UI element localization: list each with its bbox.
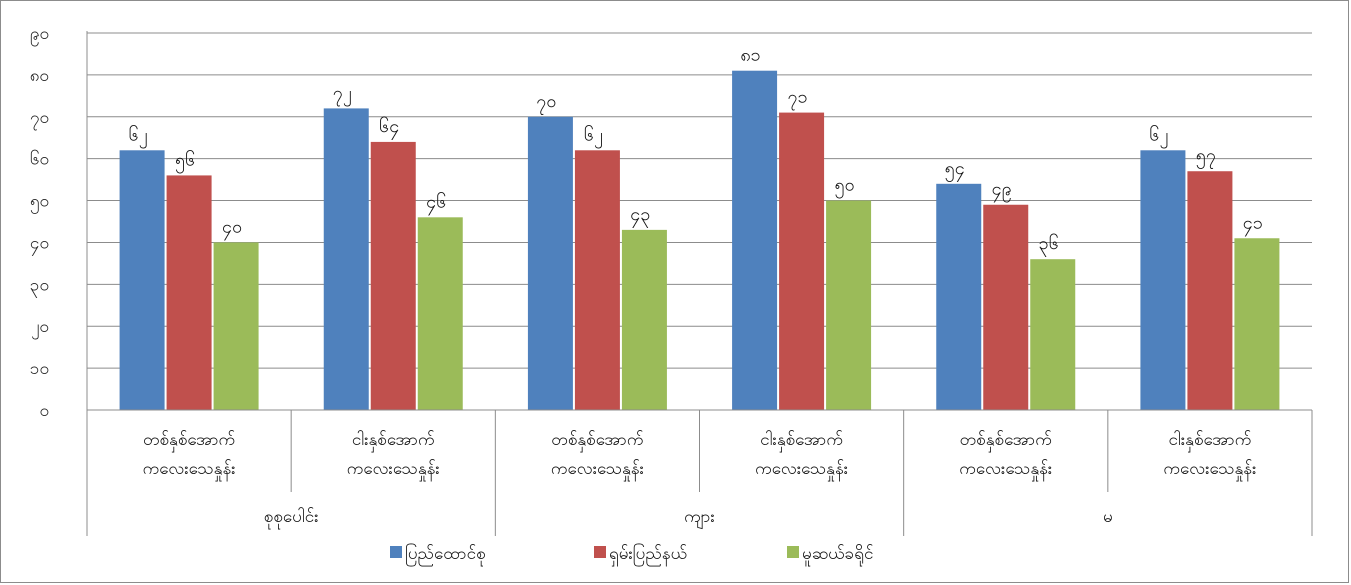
bar: [574, 150, 620, 411]
category-label: တစ်နှစ်အောက်: [551, 430, 643, 453]
y-tick-label: ၄၀: [30, 233, 49, 256]
y-tick-label: ၀: [39, 401, 49, 421]
category-label: ကလေးသေနှုန်း: [551, 459, 644, 482]
data-label: ၇၂: [333, 82, 352, 106]
bar: [1234, 238, 1280, 410]
y-tick-label: ၆၀: [30, 149, 49, 170]
legend-label: မူဆယ်ခရိုင်: [802, 544, 873, 567]
bar: [983, 204, 1029, 410]
y-tick-label: ၅၀: [30, 192, 49, 215]
bar: [213, 242, 259, 410]
y-tick-label: ၈၀: [30, 66, 49, 86]
bar: [370, 141, 416, 410]
data-label: ၅၄: [945, 158, 965, 182]
bar: [1187, 171, 1233, 410]
category-label: ကလေးသေနှုန်း: [1163, 459, 1256, 482]
legend-label: ရှမ်းပြည်နယ်: [609, 542, 687, 567]
y-tick-label: ၉၀: [30, 24, 49, 47]
legend-swatch: [390, 546, 402, 558]
grid: [87, 32, 1312, 369]
data-label: ၄၀: [222, 216, 242, 240]
y-tick-label: ၇၀: [30, 108, 49, 131]
data-label: ၃၆: [1039, 233, 1059, 257]
bar: [323, 108, 369, 411]
category-label: ကလေးသေနှုန်း: [347, 459, 440, 482]
category-label: ကလေးသေနှုန်း: [755, 459, 848, 482]
data-label: ၅၆: [175, 149, 195, 173]
bar: [1140, 150, 1186, 411]
data-label: ၄၃: [630, 204, 650, 228]
bar: [417, 217, 463, 410]
data-label: ၈၁: [740, 45, 760, 66]
data-label: ၇၁: [787, 87, 807, 111]
category-label: ငါးနှစ်အောက်: [1169, 429, 1252, 453]
data-label: ၆၂: [584, 124, 603, 148]
legend: ပြည်ထောင်စု ရှမ်းပြည်နယ် မူဆယ်ခရိုင်: [390, 542, 873, 567]
y-tick-label: ၂၀: [31, 317, 49, 340]
bars: [119, 70, 1280, 411]
bar: [621, 229, 667, 410]
category-label: ငါးနှစ်အောက်: [352, 429, 435, 453]
data-label: ၆၄: [379, 116, 399, 140]
data-label: ၅၇: [1196, 145, 1216, 169]
category-label: ကလေးသေနှုန်း: [959, 459, 1052, 482]
bar: [936, 183, 982, 410]
category-label: ကလေးသေနှုန်း: [143, 459, 236, 482]
legend-swatch: [787, 546, 799, 558]
y-tick-label: ၁၀: [30, 359, 49, 379]
group-label: စုစုပေါင်း: [264, 506, 319, 530]
data-label: ၇၀: [536, 91, 556, 115]
bar: [826, 200, 872, 410]
bar: [779, 112, 825, 410]
group-label: ကျား: [684, 507, 715, 530]
category-label: ငါးနှစ်အောက်: [760, 429, 843, 453]
y-axis-ticks: ၀ ၁၀ ၂၀ ၃၀ ၄၀ ၅၀ ၆၀ ၇၀ ၈၀ ၉၀: [30, 24, 49, 421]
bar: [732, 70, 778, 410]
bar: [119, 150, 165, 411]
y-tick-label: ၃၀: [30, 275, 49, 298]
x-axis-labels: တစ်နှစ်အောက်ကလေးသေနှုန်း ငါးနှစ်အောက်ကလေး…: [143, 429, 1257, 530]
category-label: တစ်နှစ်အောက်: [960, 430, 1052, 453]
data-label: ၆၂: [1149, 124, 1168, 148]
category-label: တစ်နှစ်အောက်: [143, 430, 235, 453]
data-label: ၄၁: [1243, 212, 1263, 236]
legend-label: ပြည်ထောင်စု: [405, 542, 486, 567]
bar: [527, 116, 573, 411]
data-label: ၄၆: [426, 191, 446, 215]
data-label: ၄၉: [992, 179, 1012, 203]
x-axis: [86, 31, 1313, 536]
bar: [1030, 259, 1076, 410]
data-label: ၆၂: [129, 124, 148, 148]
legend-swatch: [594, 546, 606, 558]
bar: [166, 175, 212, 410]
group-label: မ: [1103, 507, 1113, 527]
data-label: ၅၀: [834, 175, 854, 199]
